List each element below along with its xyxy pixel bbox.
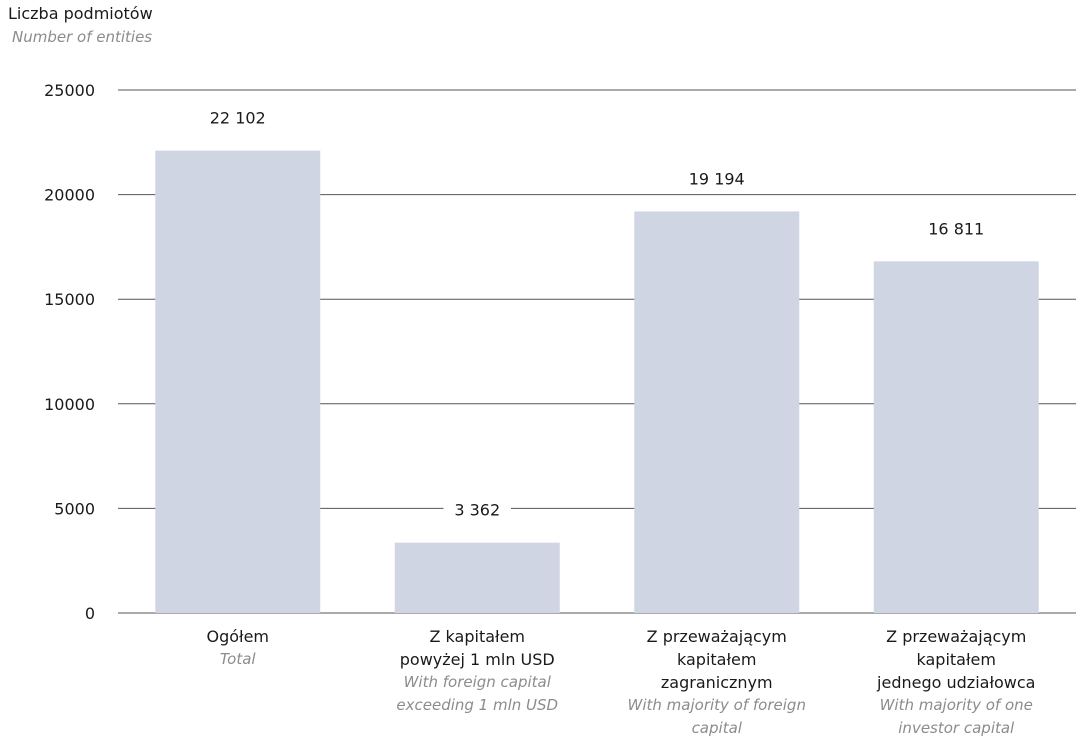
category-label-en: With foreign capital exceeding 1 mln USD [396,673,559,714]
y-axis-subtitle: Number of entities [12,28,153,46]
category-label-pl: Ogółem [206,627,269,646]
bar [634,211,800,613]
category-label-pl: Z kapitałem powyżej 1 mln USD [399,627,555,669]
y-tick-label: 10000 [44,395,95,414]
x-tick-label: Z przeważającym kapitałem zagranicznym Wi… [602,625,832,740]
value-label-bg [678,168,756,191]
value-label-bg [917,218,995,241]
value-label-bg [443,499,511,522]
category-label-en: Total [219,650,256,668]
data-label: 19 194 [689,169,745,188]
category-label-en: With majority of foreign capital [627,696,806,737]
y-axis-title: Liczba podmiotów [8,4,153,23]
data-label: 22 102 [210,109,266,128]
bar [394,542,560,613]
data-label: 16 811 [928,219,984,238]
data-label: 3 362 [454,501,500,520]
category-label-pl: Z przeważającym kapitałem jednego udział… [877,627,1036,692]
x-tick-label: Z przeważającym kapitałem jednego udział… [841,625,1071,740]
bar [873,261,1039,613]
y-tick-label: 20000 [44,186,95,205]
x-tick-label: Ogółem Total [123,625,353,671]
category-label-en: With majority of one investor capital [879,696,1033,737]
y-tick-label: 5000 [54,499,95,518]
bar [155,150,321,613]
y-tick-label: 25000 [44,81,95,100]
value-label-bg [199,107,277,130]
category-label-pl: Z przeważającym kapitałem zagranicznym [646,627,787,692]
y-tick-label: 0 [85,604,95,623]
y-tick-label: 15000 [44,290,95,309]
x-tick-label: Z kapitałem powyżej 1 mln USD With foreig… [362,625,592,717]
